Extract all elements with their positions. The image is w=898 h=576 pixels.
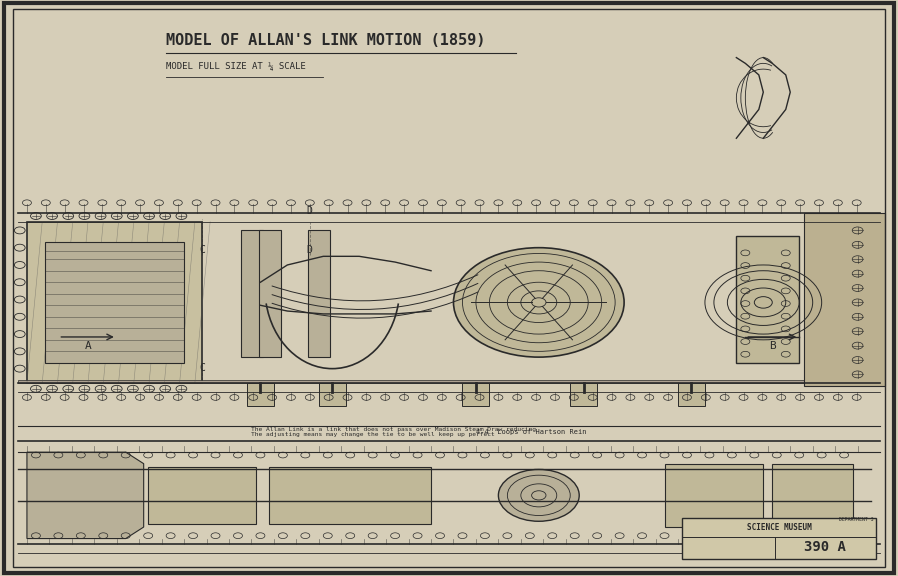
Bar: [259, 230, 281, 357]
Bar: [665, 464, 763, 527]
Bar: [27, 222, 202, 383]
Bar: [678, 383, 705, 406]
Text: D: D: [307, 245, 313, 255]
Text: The Allan Link is a link that does not pass over Madison Steam Draw reducing
The: The Allan Link is a link that does not p…: [251, 427, 536, 437]
Circle shape: [453, 248, 624, 357]
Circle shape: [498, 469, 579, 521]
Bar: [269, 467, 431, 524]
Text: 390 A: 390 A: [805, 540, 846, 555]
Polygon shape: [27, 452, 144, 539]
Text: 4-4  Loops of Hartson Rein: 4-4 Loops of Hartson Rein: [476, 429, 586, 435]
Text: C: C: [199, 245, 205, 255]
Bar: [804, 213, 885, 386]
Bar: [247, 383, 274, 406]
Bar: [462, 383, 489, 406]
Bar: [736, 236, 799, 363]
Text: B: B: [769, 341, 776, 351]
Text: DEPARTMENT 3: DEPARTMENT 3: [839, 517, 874, 522]
Bar: [45, 242, 184, 363]
Text: MODEL OF ALLAN'S LINK MOTION (1859): MODEL OF ALLAN'S LINK MOTION (1859): [166, 33, 486, 48]
Bar: [319, 383, 346, 406]
Bar: [18, 380, 880, 383]
Text: A: A: [84, 341, 92, 351]
Bar: [148, 467, 256, 524]
Bar: [570, 383, 597, 406]
Text: C: C: [199, 363, 205, 373]
Bar: [241, 230, 263, 357]
Bar: [308, 230, 330, 357]
Text: SCIENCE MUSEUM: SCIENCE MUSEUM: [746, 523, 812, 532]
Text: D: D: [307, 206, 313, 216]
Bar: [682, 518, 876, 559]
Bar: [772, 464, 853, 527]
Text: MODEL FULL SIZE AT ¼ SCALE: MODEL FULL SIZE AT ¼ SCALE: [166, 62, 306, 71]
